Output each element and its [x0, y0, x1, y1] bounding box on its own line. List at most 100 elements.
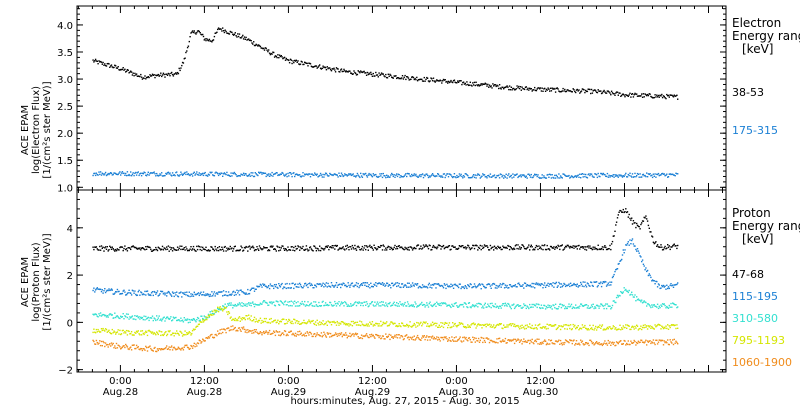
data-point [121, 292, 124, 295]
data-point [623, 287, 625, 289]
data-point [122, 172, 124, 175]
data-point [465, 327, 467, 329]
data-point [337, 284, 339, 286]
data-point [196, 316, 199, 319]
data-point [272, 175, 274, 177]
data-point [113, 66, 115, 69]
data-point [170, 346, 172, 348]
data-point [463, 326, 466, 328]
data-point [422, 244, 425, 246]
data-point [159, 74, 161, 76]
data-point [249, 248, 251, 250]
data-point [470, 306, 472, 309]
data-point [383, 304, 385, 306]
data-point [640, 95, 642, 97]
data-point [656, 245, 658, 247]
data-point [457, 80, 459, 82]
data-point [293, 61, 295, 64]
data-point [365, 285, 368, 287]
data-point [416, 283, 419, 285]
data-point [634, 294, 636, 296]
data-point [119, 293, 121, 295]
data-point [309, 331, 312, 334]
data-point [237, 249, 239, 252]
proton-legend-entry: 115-195 [732, 290, 778, 303]
data-point [329, 332, 332, 335]
data-point [273, 319, 276, 322]
data-point [523, 247, 526, 250]
data-point [399, 77, 401, 79]
data-point [168, 173, 170, 175]
data-point [275, 55, 277, 58]
data-point [353, 175, 355, 177]
data-point [421, 287, 423, 289]
data-point [662, 303, 665, 306]
data-point [646, 218, 648, 220]
data-point [421, 78, 423, 81]
data-point [163, 348, 165, 350]
data-point [442, 326, 445, 329]
data-point [604, 174, 606, 176]
data-point [281, 245, 283, 247]
data-point [595, 248, 597, 250]
data-point [367, 305, 369, 308]
data-point [128, 318, 130, 320]
data-point [202, 339, 205, 341]
data-point [213, 249, 216, 252]
data-point [593, 329, 595, 331]
data-point [515, 88, 517, 90]
data-point [247, 318, 249, 320]
data-point [462, 340, 465, 342]
data-point [669, 306, 671, 308]
data-point [232, 172, 235, 175]
data-point [198, 172, 200, 174]
data-point [431, 321, 434, 323]
data-point [182, 321, 185, 323]
data-point [179, 330, 181, 333]
data-point [294, 318, 296, 321]
data-point [345, 303, 348, 305]
data-point [160, 249, 162, 251]
data-point [508, 245, 510, 247]
data-point [319, 283, 322, 285]
data-point [395, 304, 397, 307]
data-point [433, 303, 435, 306]
data-point [365, 245, 368, 247]
data-point [627, 241, 629, 243]
data-point [652, 97, 655, 99]
data-point [567, 175, 569, 177]
data-point [270, 245, 272, 247]
data-point [365, 282, 367, 284]
data-point [539, 87, 542, 89]
data-point [139, 294, 141, 296]
data-point [380, 283, 382, 285]
data-point [194, 328, 196, 330]
data-point [173, 346, 175, 348]
data-point [505, 304, 507, 306]
data-point [463, 287, 466, 290]
data-point [391, 76, 393, 78]
data-point [304, 283, 306, 285]
data-point [620, 210, 622, 212]
data-point [92, 59, 94, 61]
data-point [185, 173, 187, 176]
data-point [134, 290, 136, 292]
data-point [160, 72, 162, 74]
data-point [460, 340, 462, 342]
data-point [526, 284, 528, 286]
data-point [670, 283, 672, 285]
data-point [137, 346, 139, 348]
data-point [416, 176, 419, 178]
data-point [223, 172, 226, 174]
data-point [672, 95, 674, 97]
data-point [101, 247, 103, 249]
data-point [195, 173, 197, 175]
data-point [181, 319, 184, 321]
data-point [296, 286, 298, 288]
data-point [536, 245, 538, 248]
data-point [217, 172, 219, 175]
data-point [411, 173, 413, 176]
data-point [188, 291, 190, 293]
data-point [334, 322, 336, 324]
data-point [156, 350, 158, 353]
